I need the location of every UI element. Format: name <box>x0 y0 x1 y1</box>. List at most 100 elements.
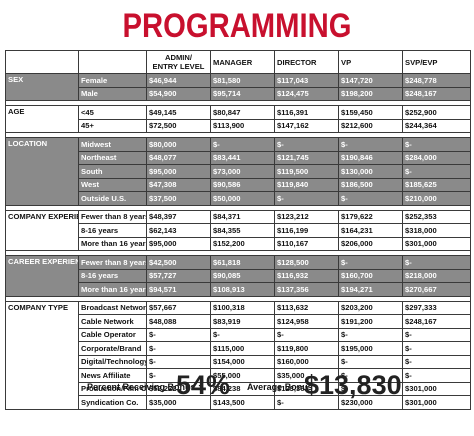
section-label: CAREER EXPERIENCE <box>5 255 79 297</box>
salary-cell: $137,356 <box>274 282 339 297</box>
salary-cell: $100,318 <box>210 300 275 315</box>
table-row: Northeast $48,077 $83,441 $121,745 $190,846 $… <box>6 150 471 165</box>
salary-cell: $- <box>402 354 471 369</box>
table-row: Digital/Technology $- $154,000 $160,000 $- $- <box>6 354 471 369</box>
salary-cell: $284,000 <box>402 150 471 165</box>
salary-cell: $73,000 <box>210 164 275 179</box>
salary-cell: $195,000 <box>338 341 403 356</box>
table-row: AGE <45 $49,145 $80,847 $116,391 $159,450 $252… <box>5 105 471 133</box>
section-divider-cell <box>5 100 471 106</box>
salary-cell: $- <box>338 191 403 206</box>
section-divider <box>5 250 471 256</box>
bonus-summary: Percent Receiving Bonus : 54% Average Bo… <box>0 370 474 410</box>
salary-cell: $90,586 <box>210 177 275 192</box>
salary-cell: $301,000 <box>402 381 471 396</box>
table-row: 45+ $72,500 $113,900 $147,162 $212,600 $244,3… <box>6 118 471 133</box>
table-row: COMPANY TYPE Broadcast Network $57,667 $100… <box>5 300 471 410</box>
row-label: More than 16 years <box>78 282 147 297</box>
row-label: Digital/Technology <box>78 354 147 369</box>
salary-cell: $230,000 <box>338 395 403 410</box>
header-admin-entry: ADMIN/ ENTRY LEVEL <box>146 50 211 74</box>
salary-cell: $116,391 <box>274 105 339 120</box>
section-label: AGE <box>5 105 79 133</box>
salary-cell: $121,745 <box>274 150 339 165</box>
salary-cell: $- <box>338 381 403 396</box>
salary-cell: $35,000 <box>146 395 211 410</box>
row-label: More than 16 years <box>78 236 147 251</box>
salary-cell: $61,818 <box>210 255 275 270</box>
salary-cell: $194,271 <box>338 282 403 297</box>
section-label: COMPANY EXPERIENCE <box>5 209 79 251</box>
salary-cell: $- <box>402 341 471 356</box>
salary-cell: $198,200 <box>338 86 403 101</box>
salary-cell: $160,000 <box>274 354 339 369</box>
header-vp: VP <box>338 50 403 74</box>
salary-cell: $48,397 <box>146 209 211 224</box>
salary-cell: $248,167 <box>402 314 471 329</box>
salary-cell: $154,000 <box>210 354 275 369</box>
salary-cell: $297,333 <box>402 300 471 315</box>
section-divider <box>5 132 471 138</box>
table-row: Syndication Co. $35,000 $143,500 $- $230,000… <box>6 395 471 410</box>
salary-cell: $94,571 <box>146 282 211 297</box>
salary-cell: $123,362 <box>274 381 339 396</box>
section-divider-cell <box>5 204 471 211</box>
table-row: 8-16 years $57,727 $90,085 $116,932 $160,700… <box>6 268 471 283</box>
salary-cell: $57,667 <box>146 300 211 315</box>
salary-cell: $62,143 <box>146 223 211 238</box>
salary-cell: $152,200 <box>210 236 275 251</box>
salary-cell: $- <box>274 395 339 410</box>
salary-cell: $50,000 <box>210 191 275 206</box>
salary-cell: $119,800 <box>274 341 339 356</box>
salary-cell: $143,500 <box>210 395 275 410</box>
bonus-percent-value: 54% <box>176 370 231 400</box>
salary-cell: $110,167 <box>274 236 339 251</box>
salary-cell: $248,778 <box>402 73 471 88</box>
header-blank-2 <box>78 50 147 74</box>
salary-cell: $48,077 <box>146 150 211 165</box>
table-row: Corporate/Brand $- $115,000 $119,800 $195,00… <box>6 341 471 356</box>
salary-cell: $- <box>338 255 403 270</box>
salary-cell: $147,162 <box>274 118 339 133</box>
table-row: More than 16 years $95,000 $152,200 $110,16… <box>6 236 471 251</box>
table-row: South $95,000 $73,000 $119,500 $130,000 $- <box>6 164 471 179</box>
salary-cell: $130,000 <box>338 164 403 179</box>
table-row: LOCATION Midwest $80,000 $- $- $- $- <box>5 137 471 206</box>
average-bonus-label: Average Bonus : <box>247 382 319 392</box>
salary-cell: $81,580 <box>210 73 275 88</box>
salary-cell: $252,900 <box>402 105 471 120</box>
salary-cell: $- <box>338 137 403 152</box>
salary-cell: $72,500 <box>146 118 211 133</box>
salary-cell: $54,900 <box>146 86 211 101</box>
section-label: SEX <box>5 73 79 101</box>
row-label: Production/Film Co. <box>78 381 147 396</box>
salary-cell: $57,727 <box>146 268 211 283</box>
row-label: South <box>78 164 147 179</box>
salary-cell: $- <box>146 341 211 356</box>
salary-cell: $- <box>402 164 471 179</box>
salary-cell: $49,145 <box>146 105 211 120</box>
section-label: LOCATION <box>5 137 79 206</box>
section-divider-cell <box>5 132 471 138</box>
salary-cell: $80,847 <box>210 105 275 120</box>
salary-cell: $116,199 <box>274 223 339 238</box>
section-divider-cell <box>5 295 471 302</box>
salary-cell: $160,700 <box>338 268 403 283</box>
salary-cell: $116,932 <box>274 268 339 283</box>
salary-cell: $- <box>338 327 403 342</box>
bonus-percent-label: Percent Receiving Bonus : <box>87 382 202 392</box>
row-label: <45 <box>78 105 147 120</box>
header-manager: MANAGER <box>210 50 275 74</box>
salary-cell: $210,000 <box>402 191 471 206</box>
salary-cell: $252,353 <box>402 209 471 224</box>
table-row: More than 16 years $94,571 $108,913 $137,35… <box>6 282 471 297</box>
salary-cell: $124,958 <box>274 314 339 329</box>
header-director: DIRECTOR <box>274 50 339 74</box>
salary-cell: $95,000 <box>146 236 211 251</box>
row-label: Cable Operator <box>78 327 147 342</box>
salary-cell: $206,000 <box>338 236 403 251</box>
salary-cell: $147,720 <box>338 73 403 88</box>
table-header-row: ADMIN/ ENTRY LEVEL MANAGER DIRECTOR VP S… <box>5 50 471 74</box>
row-label: Cable Network <box>78 314 147 329</box>
table-row: Cable Network $48,088 $83,919 $124,958 $191,… <box>6 314 471 329</box>
